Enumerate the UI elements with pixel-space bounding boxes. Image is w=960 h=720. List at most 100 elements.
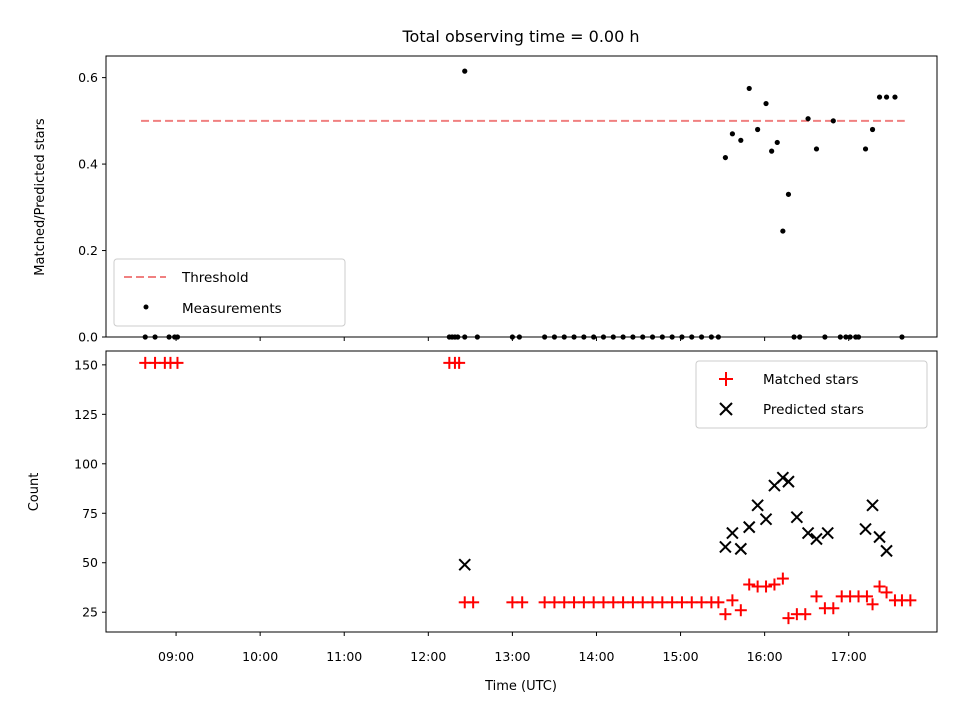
matched-legend-swatch bbox=[719, 372, 733, 386]
bottom-x-tick-label: 17:00 bbox=[831, 649, 867, 664]
bottom-x-axis-label: Time (UTC) bbox=[484, 679, 557, 694]
measurements-legend-label: Measurements bbox=[182, 301, 282, 317]
measurement-point bbox=[785, 191, 792, 197]
top-axes-frame bbox=[105, 55, 938, 338]
bottom-x-tick-label: 12:00 bbox=[410, 649, 446, 664]
bottom-legend-box bbox=[695, 360, 928, 429]
matched-star-point bbox=[860, 590, 873, 603]
matched-star-point bbox=[453, 356, 466, 369]
bottom-y-tick-label: 100 bbox=[74, 456, 98, 471]
top-y-axis-label: Matched/Predicted stars bbox=[33, 118, 48, 276]
measurement-point bbox=[774, 139, 780, 146]
predicted-star-point bbox=[759, 512, 773, 526]
matched-star-point bbox=[782, 612, 795, 625]
predicted-star-point bbox=[859, 522, 872, 536]
measurements-legend-swatch bbox=[143, 304, 149, 310]
top-x-ticks bbox=[175, 337, 850, 341]
predicted-star-point bbox=[458, 558, 471, 571]
measurement-point bbox=[722, 154, 728, 161]
top-panel: 0.0 0.2 0.4 0.6 Matched/Predicted stars Thr… bbox=[33, 55, 938, 345]
measurement-point bbox=[738, 137, 744, 143]
predicted-star-point bbox=[751, 499, 764, 512]
bottom-x-tick-label: 11:00 bbox=[326, 649, 362, 664]
bottom-panel: 25 50 75 100 125 150 09:00 10:00 11:00 12:00 13:0… bbox=[27, 350, 938, 694]
matched-star-point bbox=[743, 578, 756, 591]
measurement-point bbox=[805, 116, 811, 122]
top-y-tick-label: 0.6 bbox=[78, 70, 98, 85]
matched-star-point bbox=[467, 596, 480, 609]
matched-star-point bbox=[904, 594, 917, 607]
matched-star-point bbox=[760, 580, 773, 593]
bottom-y-tick-label: 150 bbox=[74, 357, 98, 372]
matched-star-point bbox=[516, 596, 529, 609]
measurement-point bbox=[462, 68, 468, 74]
top-y-tick-label: 0.0 bbox=[78, 330, 98, 345]
bottom-y-axis-label: Count bbox=[27, 473, 42, 512]
bottom-x-ticks: 09:00 10:00 11:00 12:00 13:00 14:00 15:00 16:00… bbox=[158, 632, 867, 664]
measurement-point bbox=[780, 228, 786, 234]
predicted-star-point bbox=[734, 542, 748, 556]
measurement-point bbox=[813, 146, 820, 152]
measurement-point bbox=[892, 94, 898, 100]
matched-star-point bbox=[734, 604, 747, 617]
measurement-point bbox=[883, 94, 890, 100]
count-points bbox=[139, 356, 917, 625]
measurement-point bbox=[862, 146, 869, 152]
bottom-x-tick-label: 10:00 bbox=[242, 649, 278, 664]
predicted-star-point bbox=[880, 544, 893, 558]
top-y-ticks: 0.0 0.2 0.4 0.6 bbox=[78, 70, 106, 345]
threshold-legend-label: Threshold bbox=[181, 270, 249, 286]
matched-star-point bbox=[719, 608, 732, 621]
predicted-star-point bbox=[719, 540, 732, 554]
bottom-x-tick-label: 15:00 bbox=[663, 649, 699, 664]
bottom-x-tick-label: 13:00 bbox=[494, 649, 530, 664]
matched-star-point bbox=[768, 578, 781, 591]
matched-star-point bbox=[171, 356, 184, 369]
measurement-point bbox=[746, 85, 752, 92]
predicted-star-point bbox=[866, 499, 879, 512]
predicted-star-point bbox=[873, 530, 886, 544]
measurement-point bbox=[830, 118, 836, 124]
matched-star-point bbox=[726, 594, 739, 607]
bottom-y-tick-label: 25 bbox=[82, 605, 98, 620]
predicted-legend-label: Predicted stars bbox=[763, 402, 864, 418]
measurement-point bbox=[769, 148, 775, 154]
chart-title: Total observing time = 0.00 h bbox=[401, 27, 639, 46]
bottom-x-tick-label: 14:00 bbox=[578, 649, 614, 664]
bottom-legend: Matched stars Predicted stars bbox=[695, 360, 928, 429]
measurement-point bbox=[869, 126, 876, 133]
top-y-tick-label: 0.4 bbox=[78, 157, 98, 172]
predicted-star-point bbox=[726, 526, 739, 540]
bottom-x-tick-label: 09:00 bbox=[158, 649, 194, 664]
measurement-point bbox=[729, 131, 736, 137]
bottom-y-tick-label: 75 bbox=[82, 506, 98, 521]
top-legend: Threshold Measurements bbox=[113, 258, 346, 327]
predicted-star-point bbox=[801, 526, 815, 540]
matched-star-point bbox=[827, 602, 840, 615]
matched-legend-label: Matched stars bbox=[763, 372, 859, 388]
matched-star-point bbox=[776, 572, 789, 585]
matched-star-point bbox=[873, 580, 886, 593]
predicted-star-point bbox=[743, 520, 756, 534]
predicted-star-point bbox=[776, 471, 790, 484]
predicted-star-point bbox=[810, 532, 823, 546]
bottom-x-tick-label: 16:00 bbox=[747, 649, 783, 664]
bottom-y-tick-label: 125 bbox=[74, 407, 98, 422]
matched-star-point bbox=[880, 586, 893, 599]
bottom-y-ticks: 25 50 75 100 125 150 bbox=[74, 357, 106, 620]
predicted-star-point bbox=[782, 475, 795, 488]
bottom-axes-frame bbox=[105, 350, 938, 633]
measurement-point bbox=[755, 126, 761, 133]
matched-star-point bbox=[866, 598, 879, 611]
measurement-point bbox=[763, 100, 769, 107]
predicted-legend-swatch bbox=[719, 402, 733, 416]
top-y-tick-label: 0.2 bbox=[78, 243, 98, 258]
matched-star-point bbox=[810, 590, 823, 603]
matched-star-point bbox=[799, 608, 812, 621]
predicted-star-point bbox=[790, 511, 804, 524]
measurement-point bbox=[876, 94, 883, 100]
matched-star-point bbox=[712, 596, 725, 609]
bottom-y-tick-label: 50 bbox=[82, 555, 98, 570]
